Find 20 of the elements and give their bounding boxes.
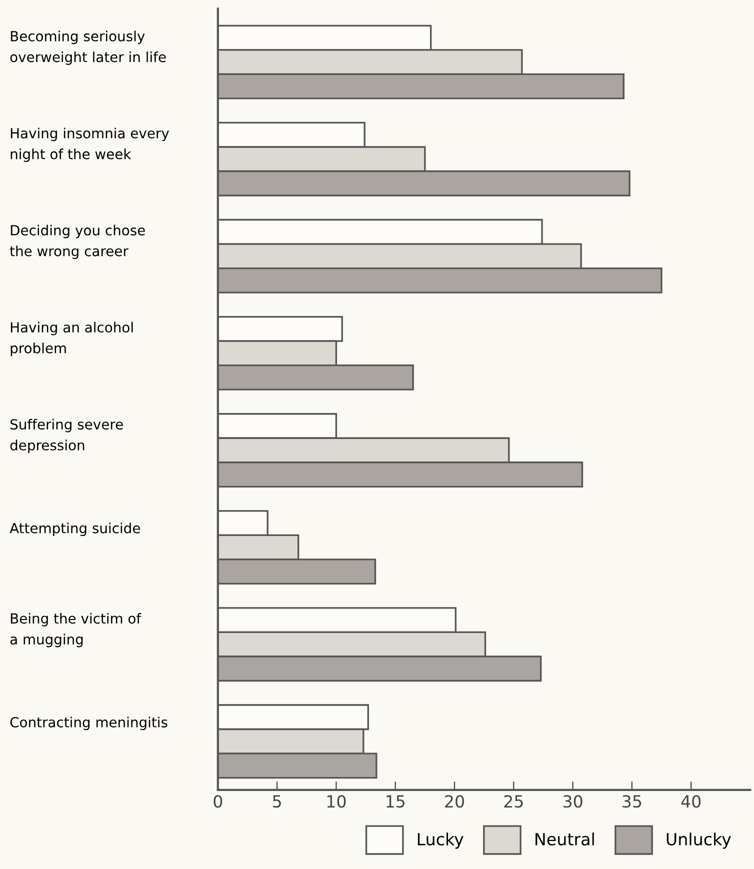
x-tick-label: 20 — [445, 795, 464, 808]
y-tick-label: Deciding you chose the wrong career — [10, 224, 145, 260]
x-tick-label: 10 — [327, 795, 346, 808]
x-tick-label: 5 — [273, 795, 281, 808]
x-tick-label: 15 — [386, 795, 404, 808]
y-tick-label: Becoming seriously overweight later in life — [10, 30, 166, 65]
y-tick-label: Contracting meningitis — [10, 716, 168, 730]
x-tick-label: 40 — [681, 795, 701, 808]
y-tick-label: Suffering severe depression — [10, 418, 123, 454]
y-tick-label: Attempting suicide — [10, 522, 140, 536]
x-tick-label: 25 — [504, 795, 523, 808]
x-tick-label: 0 — [214, 795, 222, 808]
legend-label: Lucky — [418, 832, 464, 849]
y-tick-label: Being the victim of a mugging — [10, 612, 142, 648]
x-tick-label: 35 — [622, 795, 642, 808]
legend-label: Neutral — [536, 832, 594, 846]
y-tick-label: Having insomnia every night of the week — [10, 128, 169, 162]
legend-label: Unlucky — [666, 832, 731, 849]
x-tick-label: 30 — [563, 795, 582, 808]
y-tick-label: Having an alcohol problem — [10, 322, 133, 356]
